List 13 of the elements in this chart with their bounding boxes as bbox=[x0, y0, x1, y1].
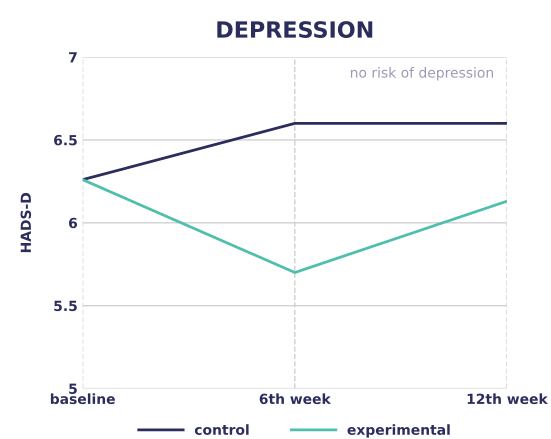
x-tick-label: baseline bbox=[50, 393, 115, 404]
y-tick-label: 7 bbox=[69, 52, 77, 62]
annotation: no risk of depression bbox=[350, 67, 494, 80]
x-tick-label: 12th week bbox=[468, 393, 548, 404]
chart-title: DEPRESSION bbox=[217, 21, 372, 38]
x-tick-label: 6th week bbox=[260, 393, 332, 404]
y-tick-label: 5 bbox=[69, 384, 77, 394]
legend-label: experimental bbox=[348, 424, 450, 438]
legend-label: control bbox=[194, 424, 249, 435]
y-tick-label: 6.5 bbox=[54, 134, 77, 146]
y-axis-title: HADS-D bbox=[20, 192, 32, 252]
y-tick-label: 6 bbox=[68, 218, 78, 228]
y-tick-label: 5.5 bbox=[54, 300, 77, 312]
